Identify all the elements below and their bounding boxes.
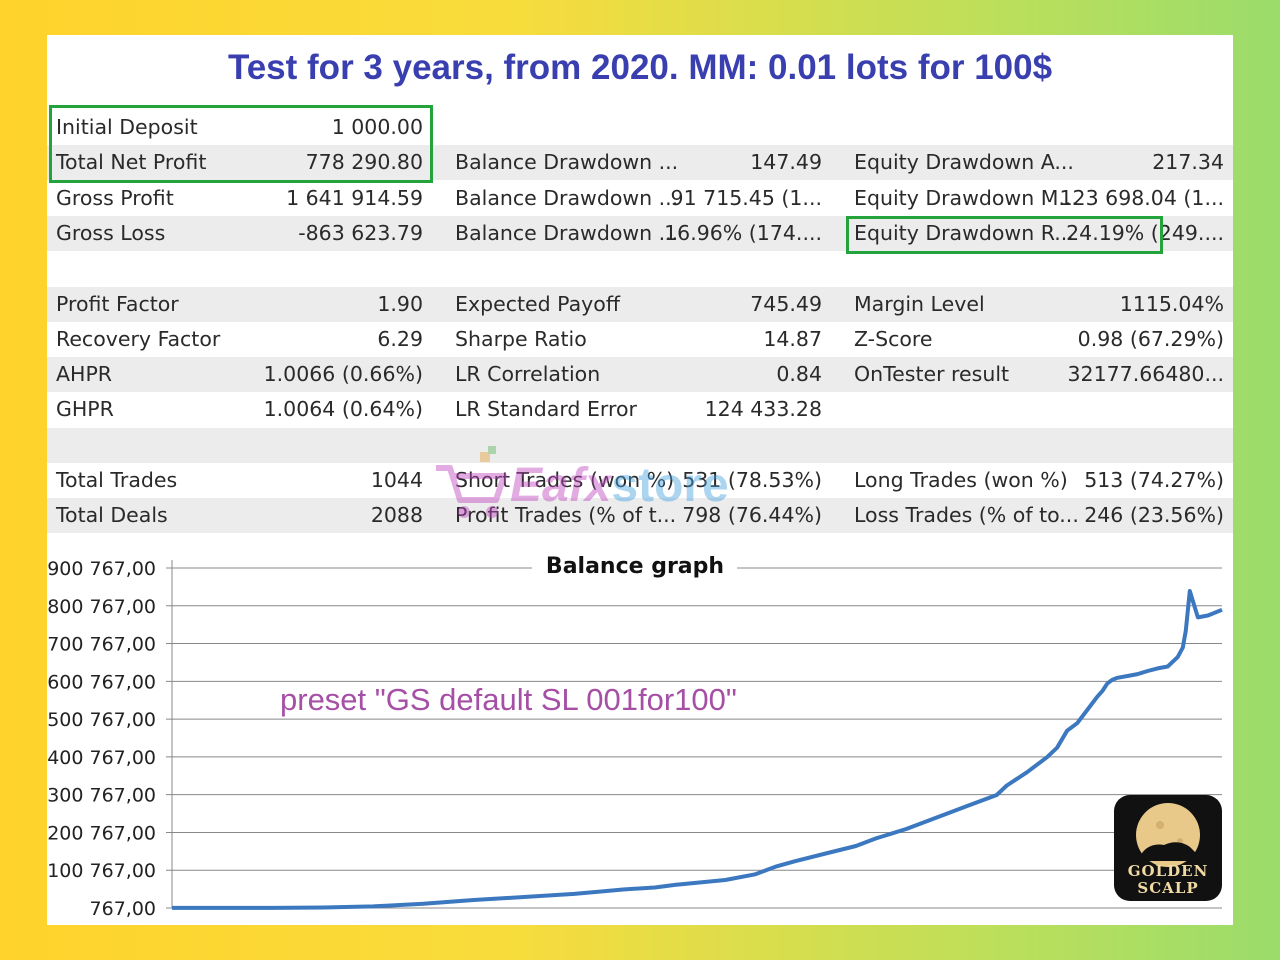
y-tick-label: 600 767,00 <box>47 671 156 693</box>
stat-value: 1 641 914.59 <box>286 186 423 210</box>
stat-value: 14.87 <box>763 327 822 351</box>
stat-value: 2088 <box>370 503 423 527</box>
stat-label: Margin Level <box>854 292 985 316</box>
row-band <box>47 428 1233 463</box>
stat-label: LR Correlation <box>455 362 601 386</box>
highlight-equity-drawdown <box>846 216 1163 254</box>
stat-value: 91 715.45 (1... <box>670 186 822 210</box>
balance-line <box>172 589 1223 910</box>
chart-annotation: preset "GS default SL 001for100" <box>280 682 737 717</box>
stat-label: OnTester result <box>854 362 1010 386</box>
stat-label: LR Standard Error <box>455 397 637 421</box>
stat-label: Profit Trades (% of t... <box>455 503 677 527</box>
stat-label: Loss Trades (% of to... <box>854 503 1079 527</box>
stat-value: 217.34 <box>1152 150 1224 174</box>
y-tick-label: 767,00 <box>90 898 156 920</box>
stat-label: Sharpe Ratio <box>455 327 587 351</box>
stat-value: 246 (23.56%) <box>1084 503 1224 527</box>
stat-label: Total Deals <box>56 503 168 527</box>
balance-chart: 900 767,00 800 767,00 700 767,00 600 767,00… <box>47 540 1233 920</box>
balance-chart-svg: 900 767,00 800 767,00 700 767,00 600 767,00… <box>47 554 1223 920</box>
stat-label: Profit Factor <box>56 292 179 316</box>
stat-value: 123 698.04 (1... <box>1059 186 1224 210</box>
stat-value: 16.96% (174.... <box>664 221 822 245</box>
stat-value: 745.49 <box>750 292 822 316</box>
y-tick-label: 300 767,00 <box>47 785 156 807</box>
stat-value: 124 433.28 <box>704 397 822 421</box>
stat-value: 1.90 <box>377 292 423 316</box>
stat-value: 513 (74.27%) <box>1084 468 1224 492</box>
y-tick-label: 700 767,00 <box>47 634 156 656</box>
row-band <box>47 145 1233 180</box>
stat-value: 6.29 <box>377 327 423 351</box>
stat-label: Z-Score <box>854 327 933 351</box>
moon-bear-icon <box>1136 803 1200 867</box>
stat-value: -863 623.79 <box>298 221 423 245</box>
stat-value: 147.49 <box>750 150 822 174</box>
y-tick-label: 900 767,00 <box>47 558 156 580</box>
stat-label: Recovery Factor <box>56 327 221 351</box>
stat-value: 1115.04% <box>1119 292 1224 316</box>
logo-text-line2: SCALP <box>1137 879 1199 897</box>
stat-label: Gross Profit <box>56 186 174 210</box>
stat-label: AHPR <box>56 362 113 386</box>
stat-value: 778 290.80 <box>305 150 423 174</box>
stat-value: 1044 <box>370 468 423 492</box>
row-band <box>47 287 1233 322</box>
y-tick-label: 200 767,00 <box>47 822 156 844</box>
stat-label: Expected Payoff <box>455 292 620 316</box>
y-tick-label: 400 767,00 <box>47 747 156 769</box>
stat-value: 798 (76.44%) <box>682 503 822 527</box>
y-tick-label: 800 767,00 <box>47 596 156 618</box>
logo-text-line1: GOLDEN <box>1127 862 1209 880</box>
stat-label: GHPR <box>56 397 114 421</box>
stat-label: Total Net Profit <box>56 150 207 174</box>
row-band <box>47 357 1233 392</box>
stat-label: Total Trades <box>56 468 178 492</box>
y-tick-label: 500 767,00 <box>47 709 156 731</box>
stat-value: 531 (78.53%) <box>682 468 822 492</box>
stat-value: 32177.66480... <box>1067 362 1225 386</box>
chart-title: Balance graph <box>546 554 724 579</box>
stat-value: 1.0064 (0.64%) <box>263 397 423 421</box>
stat-label: Equity Drawdown M... <box>854 186 1078 210</box>
y-tick-label: 100 767,00 <box>47 860 156 882</box>
stat-label: Balance Drawdown ... <box>455 186 679 210</box>
stat-label: Balance Drawdown ... <box>455 221 679 245</box>
golden-scalp-logo: GOLDEN SCALP <box>1114 795 1222 901</box>
report-panel: Test for 3 years, from 2020. MM: 0.01 lo… <box>47 35 1233 925</box>
stat-label: Long Trades (won %) <box>854 468 1068 492</box>
stat-value: 1 000.00 <box>331 115 423 139</box>
stat-label: Equity Drawdown R... <box>854 221 1074 245</box>
stat-value: 0.98 (67.29%) <box>1077 327 1224 351</box>
stat-label: Gross Loss <box>56 221 166 245</box>
stat-label: Initial Deposit <box>56 115 198 139</box>
stat-value: 1.0066 (0.66%) <box>263 362 423 386</box>
stat-label: Equity Drawdown A... <box>854 150 1074 174</box>
stat-label: Balance Drawdown ... <box>455 150 679 174</box>
report-title: Test for 3 years, from 2020. MM: 0.01 lo… <box>227 48 1053 87</box>
row-band <box>47 498 1233 533</box>
stat-value: 0.84 <box>776 362 822 386</box>
row-band <box>47 216 1233 251</box>
stat-label: Short Trades (won %) <box>455 468 675 492</box>
highlight-deposit-profit <box>49 105 433 183</box>
stat-value: 24.19% (249.... <box>1066 221 1224 245</box>
